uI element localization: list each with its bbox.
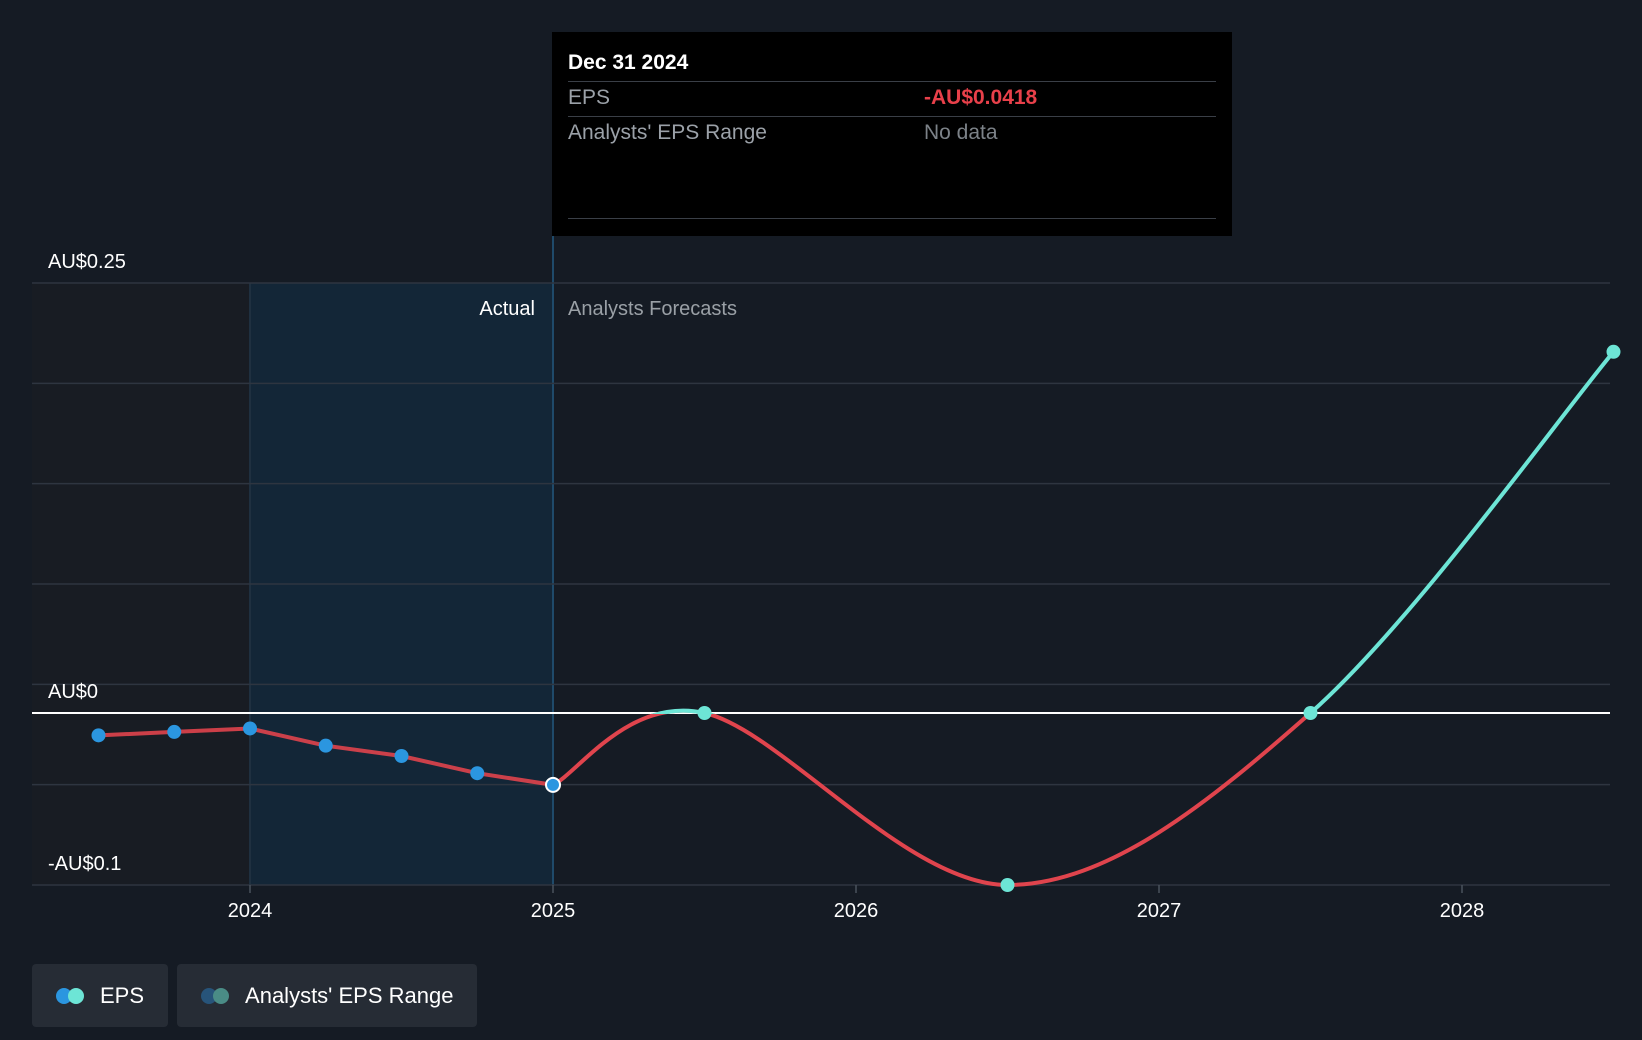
eps-point-actual — [167, 724, 182, 739]
eps-point-actual — [243, 721, 257, 736]
y-tick-label: -AU$0.1 — [48, 853, 121, 875]
x-tick-label: 2025 — [531, 900, 576, 922]
actual-label: Actual — [479, 298, 535, 320]
forecast-label: Analysts Forecasts — [568, 298, 737, 320]
legend-eps-button[interactable]: EPS — [32, 964, 169, 1027]
tooltip-row-eps: EPS -AU$0.0418 — [568, 82, 1216, 117]
tooltip-range-label: Analysts' EPS Range — [568, 121, 767, 144]
tooltip-divider — [568, 218, 1216, 219]
tooltip-date: Dec 31 2024 — [568, 46, 1216, 82]
x-tick-label: 2026 — [834, 900, 879, 922]
eps-point-forecast — [697, 706, 712, 720]
tooltip-range-value: No data — [924, 121, 998, 144]
hover-tooltip: Dec 31 2024 EPS -AU$0.0418 Analysts' EPS… — [552, 32, 1232, 236]
x-tick-label: 2024 — [228, 900, 273, 922]
chart-legend: EPS Analysts' EPS Range — [32, 964, 478, 1027]
eps-point-actual — [394, 749, 409, 763]
y-tick-label: AU$0.25 — [48, 251, 126, 273]
legend-eps-label: EPS — [100, 982, 145, 1008]
eps-point-actual — [545, 776, 561, 793]
eps-line-forecast-positive — [650, 349, 1616, 714]
eps-point-actual — [318, 738, 333, 753]
eps-point-forecast — [1303, 706, 1318, 720]
legend-range-button[interactable]: Analysts' EPS Range — [177, 964, 478, 1027]
eps-line-forecast — [551, 711, 1316, 888]
x-axis-ticks: 2024 2025 2026 2027 2028 — [228, 885, 1485, 922]
eps-point-forecast — [1000, 878, 1015, 892]
eps-point-actual — [470, 766, 485, 781]
tooltip-eps-label: EPS — [568, 86, 611, 109]
range-legend-icon — [201, 987, 231, 1004]
eps-point-actual — [91, 728, 106, 743]
tooltip-row-range: Analysts' EPS Range No data — [568, 117, 1216, 151]
y-axis-ticks: AU$0.25 AU$0 -AU$0.1 — [48, 251, 126, 875]
eps-series-points — [91, 344, 1621, 892]
tooltip-eps-value: -AU$0.0418 — [924, 86, 1038, 109]
grid-lines — [32, 282, 1610, 886]
eps-point-forecast — [1606, 344, 1621, 359]
x-tick-label: 2027 — [1137, 900, 1182, 922]
eps-legend-icon — [56, 987, 86, 1004]
legend-range-label: Analysts' EPS Range — [245, 982, 454, 1008]
x-tick-label: 2028 — [1440, 900, 1485, 922]
y-tick-label: AU$0 — [48, 681, 98, 703]
